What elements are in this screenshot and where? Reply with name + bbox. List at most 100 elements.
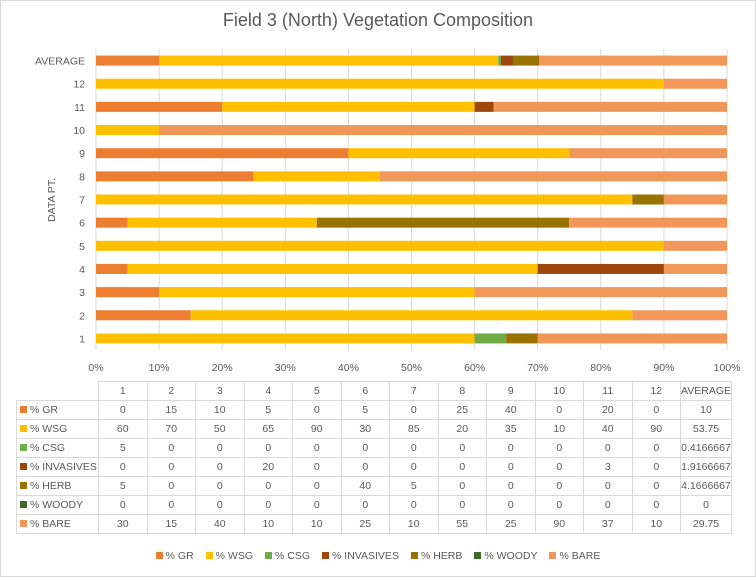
x-tick-label: 10% — [149, 362, 170, 374]
x-tick-label: 40% — [338, 362, 359, 374]
table-cell: 40 — [486, 400, 536, 420]
table-column-header: 9 — [486, 381, 536, 401]
table-cell: 0 — [195, 476, 245, 496]
table-cell: 40 — [583, 419, 633, 439]
table-cell: 25 — [486, 514, 536, 534]
table-cell: 0 — [340, 495, 390, 515]
table-cell: 0 — [631, 476, 681, 496]
table-cell: 0 — [583, 438, 633, 458]
legend-label: % CSG — [275, 550, 311, 562]
bar-segment — [159, 55, 499, 66]
bar-segment — [512, 55, 540, 66]
table-row-header: % INVASIVES — [16, 457, 99, 477]
table-cell: 0 — [292, 457, 342, 477]
bar-segment — [663, 263, 727, 274]
table-column-header: 4 — [243, 381, 293, 401]
bar-segment — [500, 55, 513, 66]
bar-segment — [498, 55, 501, 66]
bar-segment — [96, 310, 191, 321]
table-cell: 10 — [389, 514, 439, 534]
y-tick-label: AVERAGE — [35, 56, 85, 68]
table-cell: 0 — [631, 438, 681, 458]
table-column-header: 5 — [292, 381, 342, 401]
legend-swatch-icon — [474, 552, 482, 559]
table-cell: 0.4166667 — [680, 438, 732, 458]
chart-title: Field 3 (North) Vegetation Composition — [222, 10, 534, 30]
table-cell: 0 — [243, 438, 293, 458]
table-cell: 29.75 — [680, 514, 732, 534]
x-tick-label: 60% — [464, 362, 485, 374]
table-cell: 0 — [195, 495, 245, 515]
bar-segment — [127, 263, 538, 274]
table-row: % BARE 30 15 40 10 10 25 10 55 25 90 37 10 29.75 — [16, 514, 732, 534]
table-column-header: 10 — [534, 381, 584, 401]
table-cell: 0 — [534, 438, 584, 458]
table-cell: 85 — [389, 419, 439, 439]
y-tick-label: 7 — [79, 195, 85, 207]
legend-swatch-icon — [20, 463, 27, 470]
legend-swatch-icon — [20, 501, 27, 508]
table-row: % HERB 5 0 0 0 0 40 5 0 0 0 0 0 4.1666667 — [16, 476, 732, 496]
table-column-header: 2 — [146, 381, 196, 401]
table-cell: 0 — [631, 495, 681, 515]
table-cell: 0 — [146, 457, 196, 477]
table-cell: 0 — [437, 495, 487, 515]
bar-segment — [96, 217, 128, 228]
table-cell: 0 — [146, 438, 196, 458]
bar-segment — [506, 333, 538, 344]
table-cell: 0 — [486, 438, 536, 458]
table-cell: 0 — [631, 457, 681, 477]
table-column-header: 8 — [437, 381, 487, 401]
series-label: % INVASIVES — [30, 461, 97, 473]
bar-segment — [539, 55, 727, 66]
legend-label: % WOODY — [484, 550, 538, 562]
table-cell: 50 — [195, 419, 245, 439]
bar-segment — [96, 125, 160, 136]
bar-segment — [96, 287, 160, 298]
bar-segment — [663, 194, 727, 205]
table-cell: 10 — [680, 400, 732, 420]
table-cell: 4.1666667 — [680, 476, 732, 496]
bar-segment — [127, 217, 317, 228]
table-cell: 65 — [243, 419, 293, 439]
bar-segment — [348, 148, 570, 159]
legend-swatch-icon — [155, 552, 163, 559]
table-column-header: 12 — [631, 381, 681, 401]
bar-segment — [474, 101, 494, 112]
y-tick-label: 1 — [79, 333, 85, 345]
table-cell: 37 — [583, 514, 633, 534]
bar-segment — [159, 287, 475, 298]
x-tick-label: 50% — [401, 362, 422, 374]
table-cell: 20 — [437, 419, 487, 439]
bar-segment — [96, 55, 160, 66]
table-column-header: 11 — [583, 381, 633, 401]
legend-label: % INVASIVES — [332, 550, 399, 562]
table-cell: 0 — [437, 438, 487, 458]
table-cell: 90 — [292, 419, 342, 439]
bar-segment — [96, 171, 254, 182]
table-row-header: % WOODY — [16, 495, 99, 515]
x-tick-label: 0% — [88, 362, 103, 374]
legend-swatch-icon — [322, 552, 330, 559]
bar-segment — [537, 333, 727, 344]
legend-swatch-icon — [20, 444, 27, 451]
table-cell: 0 — [680, 495, 732, 515]
legend-swatch-icon — [20, 425, 27, 432]
table-cell: 0 — [98, 400, 148, 420]
legend-swatch-icon — [265, 552, 273, 559]
bar-segment — [159, 125, 728, 136]
y-tick-label: 5 — [79, 241, 85, 253]
table-cell: 20 — [583, 400, 633, 420]
bar-segment — [569, 217, 727, 228]
table-cell: 0 — [340, 457, 390, 477]
table-cell: 0 — [340, 438, 390, 458]
table-cell: 0 — [534, 495, 584, 515]
table-cell: 0 — [292, 476, 342, 496]
legend: % GR % WSG % CSG % INVASIVES % HERB % WOODY % … — [0, 550, 756, 562]
y-tick-label: 2 — [79, 310, 85, 322]
table-cell: 5 — [389, 476, 439, 496]
table-cell: 0 — [389, 495, 439, 515]
legend-label: % GR — [165, 550, 194, 562]
table-cell: 0 — [486, 476, 536, 496]
table-column-header: 6 — [340, 381, 390, 401]
